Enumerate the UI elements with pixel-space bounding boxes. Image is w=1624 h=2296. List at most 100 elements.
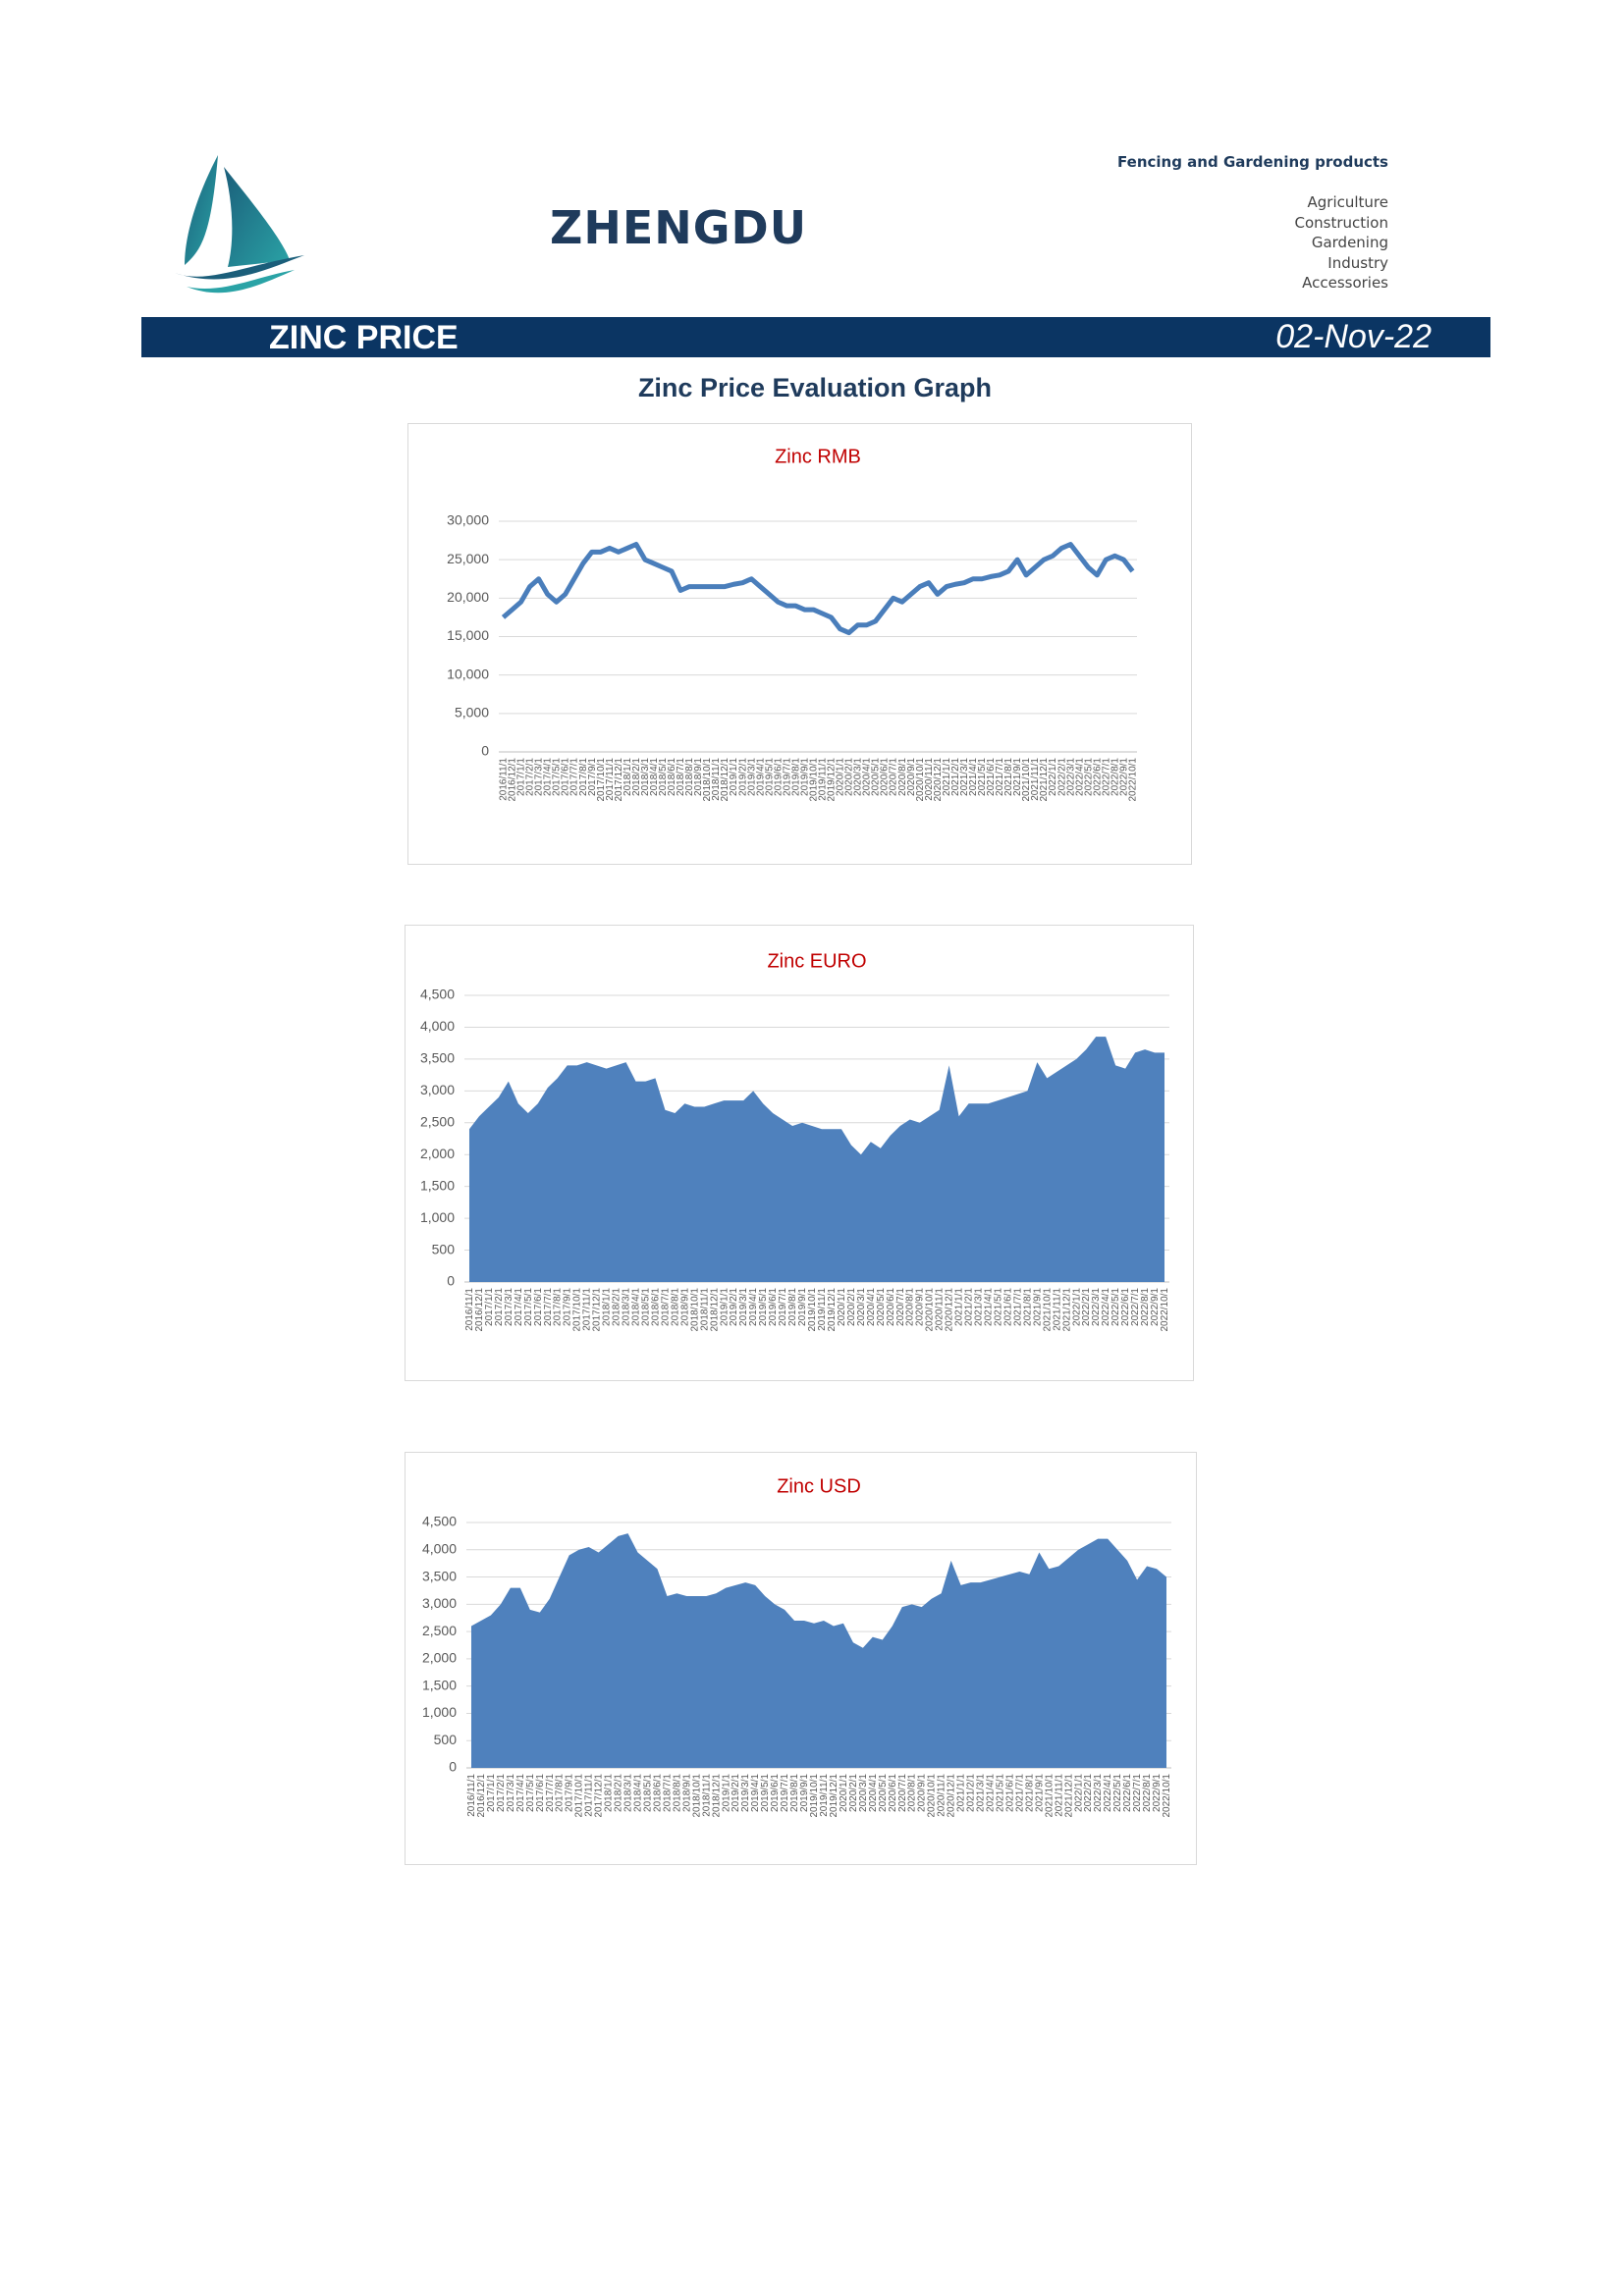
x-tick-label: 2019/12/1 (829, 1774, 839, 1818)
x-tick-label: 2021/7/1 (995, 758, 1005, 796)
x-tick-label: 2017/8/1 (578, 758, 589, 796)
x-tick-label: 2022/7/1 (1132, 1774, 1143, 1812)
y-tick-label: 0 (447, 1273, 455, 1289)
x-tick-label: 2021/1/1 (954, 1288, 965, 1326)
x-tick-label: 2019/6/1 (768, 1288, 779, 1326)
x-tick-label: 2017/6/1 (533, 1288, 544, 1326)
x-tick-label: 2018/1/1 (623, 758, 633, 796)
x-tick-label: 2018/10/1 (689, 1288, 700, 1332)
x-tick-label: 2020/4/1 (862, 758, 873, 796)
x-tick-label: 2018/5/1 (642, 1774, 653, 1812)
x-tick-label: 2021/6/1 (1002, 1288, 1013, 1326)
x-tick-label: 2019/6/1 (770, 1774, 781, 1812)
x-tick-label: 2018/6/1 (652, 1774, 663, 1812)
x-tick-label: 2022/1/1 (1048, 758, 1058, 796)
x-tick-label: 2018/4/1 (649, 758, 660, 796)
x-tick-label: 2020/9/1 (906, 758, 917, 796)
x-tick-label: 2019/4/1 (748, 1288, 759, 1326)
x-tick-label: 2019/7/1 (780, 1774, 790, 1812)
x-tick-label: 2016/12/1 (476, 1774, 487, 1818)
x-tick-label: 2019/6/1 (773, 758, 784, 796)
chart-title: Zinc RMB (775, 446, 861, 467)
x-tick-label: 2019/2/1 (737, 758, 748, 796)
y-tick-label: 4,500 (422, 1514, 457, 1529)
x-tick-label: 2020/9/1 (915, 1288, 926, 1326)
x-tick-label: 2021/4/1 (968, 758, 979, 796)
y-tick-label: 4,500 (420, 987, 455, 1002)
x-tick-label: 2018/2/1 (614, 1774, 624, 1812)
y-tick-label: 0 (449, 1759, 457, 1775)
x-tick-label: 2017/3/1 (506, 1774, 516, 1812)
x-tick-label: 2021/10/1 (1044, 1774, 1055, 1818)
x-tick-label: 2022/9/1 (1118, 758, 1129, 796)
sector: Industry (1327, 253, 1388, 272)
y-tick-label: 3,500 (420, 1050, 455, 1066)
x-tick-label: 2022/4/1 (1103, 1774, 1113, 1812)
x-tick-label: 2021/9/1 (1012, 758, 1023, 796)
y-tick-label: 500 (434, 1732, 458, 1747)
y-tick-label: 2,000 (420, 1146, 455, 1161)
x-tick-label: 2021/6/1 (986, 758, 997, 796)
x-tick-label: 2020/1/1 (836, 758, 846, 796)
x-tick-label: 2018/10/1 (691, 1774, 702, 1818)
x-tick-label: 2017/7/1 (543, 1288, 554, 1326)
x-tick-label: 2021/11/1 (1030, 758, 1041, 801)
y-tick-label: 2,500 (422, 1623, 457, 1638)
x-tick-label: 2022/6/1 (1120, 1288, 1131, 1326)
x-tick-label: 2022/5/1 (1110, 1288, 1121, 1326)
x-tick-label: 2021/8/1 (1024, 1774, 1035, 1812)
x-tick-label: 2018/4/1 (633, 1774, 644, 1812)
x-tick-label: 2017/2/1 (525, 758, 536, 796)
x-tick-label: 2019/9/1 (799, 758, 810, 796)
area (468, 1037, 1165, 1282)
x-tick-label: 2018/3/1 (622, 1288, 632, 1326)
x-tick-label: 2016/12/1 (508, 758, 518, 802)
x-tick-label: 2018/3/1 (640, 758, 651, 796)
x-tick-label: 2017/2/1 (494, 1288, 505, 1326)
x-tick-label: 2021/3/1 (976, 1774, 987, 1812)
x-tick-label: 2020/11/1 (937, 1774, 947, 1817)
y-tick-label: 1,500 (420, 1177, 455, 1193)
x-tick-label: 2022/3/1 (1065, 758, 1076, 796)
x-tick-label: 2021/8/1 (1022, 1288, 1033, 1326)
x-tick-label: 2021/7/1 (1014, 1774, 1025, 1812)
x-tick-label: 2020/6/1 (886, 1288, 896, 1326)
x-tick-label: 2022/1/1 (1071, 1288, 1082, 1326)
chart-title: Zinc EURO (767, 950, 866, 972)
tagline: Fencing and Gardening products (1117, 153, 1388, 171)
x-tick-label: 2021/7/1 (1012, 1288, 1023, 1326)
x-tick-label: 2018/5/1 (658, 758, 669, 796)
x-tick-label: 2019/3/1 (740, 1774, 751, 1812)
x-tick-label: 2020/5/1 (876, 1288, 887, 1326)
sector-list: Agriculture Construction Gardening Indus… (1294, 192, 1388, 294)
x-tick-label: 2021/12/1 (1061, 1288, 1072, 1332)
x-tick-label: 2021/10/1 (1042, 1288, 1053, 1332)
x-tick-label: 2020/10/1 (925, 1288, 936, 1332)
x-tick-label: 2017/5/1 (552, 758, 563, 796)
x-tick-label: 2017/11/1 (584, 1774, 595, 1817)
x-tick-label: 2022/8/1 (1110, 758, 1120, 796)
x-tick-label: 2022/3/1 (1091, 1288, 1102, 1326)
banner-date: 02-Nov-22 (1275, 318, 1432, 355)
x-tick-label: 2018/6/1 (650, 1288, 661, 1326)
x-tick-label: 2020/11/1 (935, 1288, 946, 1331)
x-tick-label: 2018/12/1 (709, 1288, 720, 1332)
y-tick-label: 25,000 (447, 551, 489, 566)
x-tick-label: 2019/11/1 (819, 1774, 830, 1817)
x-tick-label: 2018/1/1 (602, 1288, 613, 1326)
x-tick-label: 2021/9/1 (1034, 1774, 1045, 1812)
x-tick-label: 2020/10/1 (915, 758, 926, 802)
x-tick-label: 2020/5/1 (878, 1774, 889, 1812)
y-tick-label: 10,000 (447, 666, 489, 681)
x-tick-label: 2019/7/1 (782, 758, 792, 796)
sector: Agriculture (1307, 193, 1389, 211)
x-tick-label: 2020/8/1 (905, 1288, 916, 1326)
x-tick-label: 2020/2/1 (846, 1288, 857, 1326)
x-tick-label: 2018/11/1 (711, 758, 722, 801)
x-tick-label: 2020/3/1 (858, 1774, 869, 1812)
x-tick-label: 2017/8/1 (553, 1288, 564, 1326)
x-tick-label: 2017/4/1 (515, 1774, 526, 1812)
sector: Accessories (1302, 274, 1388, 292)
x-tick-label: 2018/9/1 (693, 758, 704, 796)
